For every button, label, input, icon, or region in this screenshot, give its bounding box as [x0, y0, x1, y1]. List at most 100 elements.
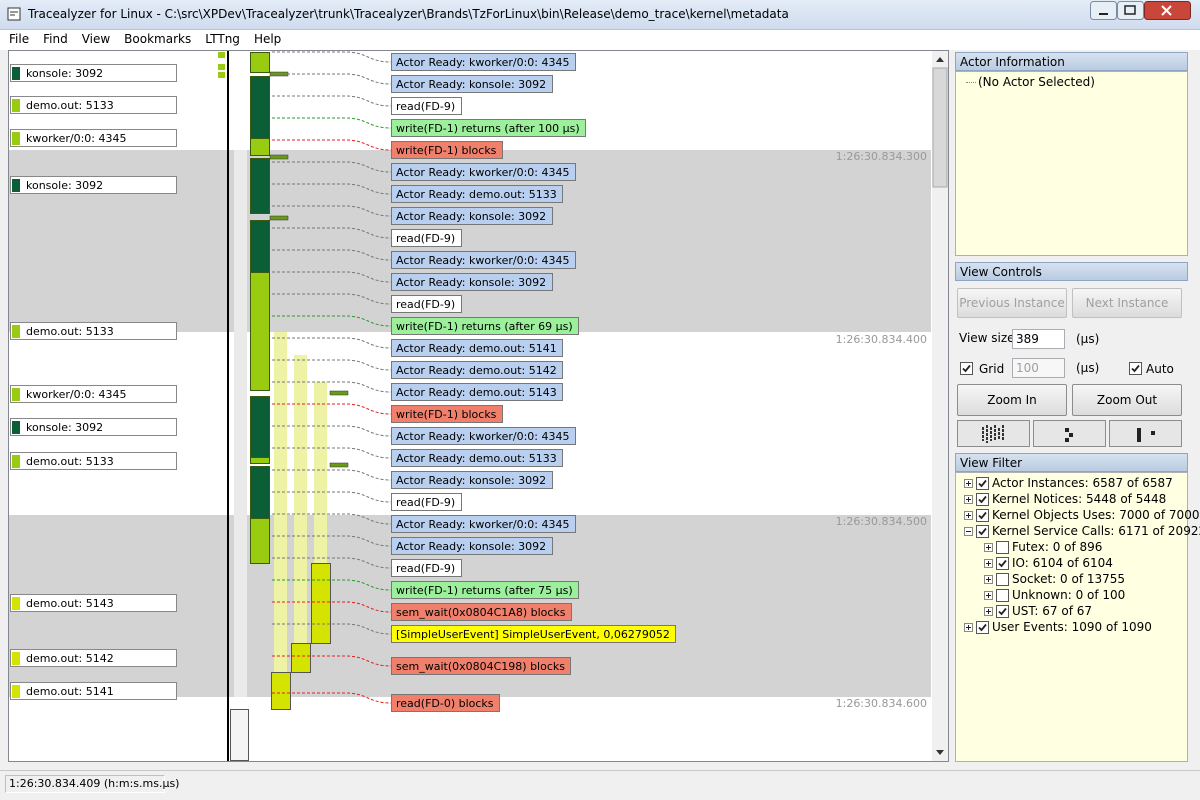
- actor-label: konsole: 3092: [26, 179, 103, 192]
- event-label-box: [391, 361, 563, 379]
- view-size-input[interactable]: 389: [1012, 329, 1065, 349]
- next-instance-button[interactable]: Next Instance: [1072, 288, 1182, 318]
- actor-swatch: [12, 179, 20, 192]
- event-label-box: [391, 603, 572, 621]
- zoom-in-button[interactable]: Zoom In: [957, 384, 1067, 416]
- event-label-box: [391, 185, 563, 203]
- menu-item[interactable]: Bookmarks: [124, 32, 192, 46]
- window-title: Tracealyzer for Linux - C:\src\XPDev\Tra…: [28, 7, 789, 21]
- event-label: sem_wait(0x0804C1A8) blocks: [396, 606, 566, 619]
- menu-item[interactable]: Help: [253, 32, 282, 46]
- event-marker: [269, 154, 289, 160]
- tree-item[interactable]: User Events: 1090 of 1090: [964, 619, 1152, 635]
- auto-label: Auto: [1146, 362, 1174, 376]
- checkbox[interactable]: [976, 492, 989, 506]
- tree-label: Kernel Service Calls: 6171 of 20922: [992, 524, 1200, 538]
- menu-bar: File Find View Bookmarks LTTng Help: [0, 30, 1200, 50]
- tree-item[interactable]: Socket: 0 of 13755: [984, 571, 1125, 587]
- checkbox[interactable]: [996, 572, 1009, 586]
- expander[interactable]: [964, 510, 973, 520]
- tree-item[interactable]: IO: 6104 of 6104: [984, 555, 1113, 571]
- previous-instance-button[interactable]: Previous Instance: [957, 288, 1067, 318]
- expander[interactable]: [984, 542, 993, 552]
- checkbox-mark: [978, 495, 987, 503]
- expander[interactable]: [964, 526, 973, 536]
- tree-item[interactable]: Unknown: 0 of 100: [984, 587, 1125, 603]
- layout-buttons[interactable]: [957, 420, 1183, 448]
- scrollbar[interactable]: [932, 51, 948, 761]
- event-label-box: [391, 97, 462, 115]
- checkbox[interactable]: [996, 556, 1009, 570]
- expander[interactable]: [984, 590, 993, 600]
- event-marker: [329, 462, 349, 468]
- menu-item[interactable]: Find: [43, 32, 68, 46]
- checkbox[interactable]: [1129, 362, 1142, 375]
- event-label: Actor Ready: demo.out: 5141: [396, 342, 557, 355]
- grid-input[interactable]: 100: [1012, 358, 1065, 378]
- grid-label: Grid: [979, 362, 1005, 376]
- checkbox-mark: [978, 527, 987, 535]
- execution-block: [250, 396, 270, 459]
- expander[interactable]: [964, 494, 973, 504]
- execution-block: [250, 457, 270, 464]
- expander-sign: [966, 512, 971, 518]
- checkbox-mark: [978, 623, 987, 631]
- checkbox-mark: [998, 559, 1007, 567]
- actor-swatch: [12, 99, 20, 112]
- checkbox[interactable]: [976, 620, 989, 634]
- event-marker: [329, 390, 349, 396]
- event-label: read(FD-9): [396, 100, 455, 113]
- checkbox[interactable]: [960, 362, 973, 375]
- ready-stripe: [274, 332, 287, 672]
- auto-checkbox[interactable]: [1129, 362, 1142, 378]
- menu-item[interactable]: File: [9, 32, 30, 46]
- menu-item[interactable]: LTTng: [205, 32, 240, 46]
- expander-sign: [986, 544, 991, 550]
- ready-stripe: [294, 355, 307, 643]
- zoom-out-button[interactable]: Zoom Out: [1072, 384, 1182, 416]
- checkbox[interactable]: [996, 604, 1009, 618]
- actor-label-box: [10, 649, 177, 667]
- tree-item[interactable]: Kernel Notices: 5448 of 5448: [964, 491, 1166, 507]
- labels: konsole: 3092 demo.out: 5133 kworker/0:0: …: [10, 53, 927, 712]
- actor-swatch: [12, 421, 20, 434]
- event-label: Actor Ready: demo.out: 5133: [396, 452, 557, 465]
- actor-info-text: (No Actor Selected): [978, 75, 1095, 89]
- checkbox[interactable]: [996, 540, 1009, 554]
- window-buttons[interactable]: [1090, 1, 1194, 21]
- tree-item[interactable]: UST: 67 of 67: [984, 603, 1092, 619]
- tree-label: IO: 6104 of 6104: [1012, 556, 1113, 570]
- checkbox[interactable]: [976, 524, 989, 538]
- actor-label-box: [10, 418, 177, 436]
- execution-block: [311, 563, 331, 644]
- expander[interactable]: [964, 478, 973, 488]
- expander[interactable]: [984, 606, 993, 616]
- title-bar: Tracealyzer for Linux - C:\src\XPDev\Tra…: [0, 0, 1200, 30]
- checkbox-mark: [978, 511, 987, 519]
- actor-label: demo.out: 5133: [26, 99, 114, 112]
- grid-checkbox[interactable]: [960, 362, 973, 378]
- unit-label: (µs): [1076, 332, 1100, 346]
- tree-line: [966, 82, 976, 83]
- tree-item[interactable]: Kernel Service Calls: 6171 of 20922: [964, 523, 1200, 539]
- actor-label-box: [10, 129, 177, 147]
- checkbox[interactable]: [976, 508, 989, 522]
- expander[interactable]: [964, 622, 973, 632]
- event-label: write(FD-1) returns (after 75 µs): [396, 584, 573, 597]
- ready-stripe: [314, 382, 327, 563]
- actor-label: demo.out: 5141: [26, 685, 114, 698]
- expander-sign: [966, 496, 971, 502]
- menu-item[interactable]: View: [81, 32, 111, 46]
- event-label: Actor Ready: konsole: 3092: [396, 210, 546, 223]
- tree-item[interactable]: Kernel Objects Uses: 7000 of 7000: [964, 507, 1199, 523]
- checkbox[interactable]: [996, 588, 1009, 602]
- app-icon: [7, 7, 21, 21]
- tree-item[interactable]: Futex: 0 of 896: [984, 539, 1102, 555]
- tree-item[interactable]: Actor Instances: 6587 of 6587: [964, 475, 1173, 491]
- execution-block: [291, 643, 311, 673]
- checkbox-box: [996, 572, 1009, 586]
- expander[interactable]: [984, 574, 993, 584]
- expander[interactable]: [984, 558, 993, 568]
- event-label: Actor Ready: demo.out: 5142: [396, 364, 557, 377]
- checkbox[interactable]: [976, 476, 989, 490]
